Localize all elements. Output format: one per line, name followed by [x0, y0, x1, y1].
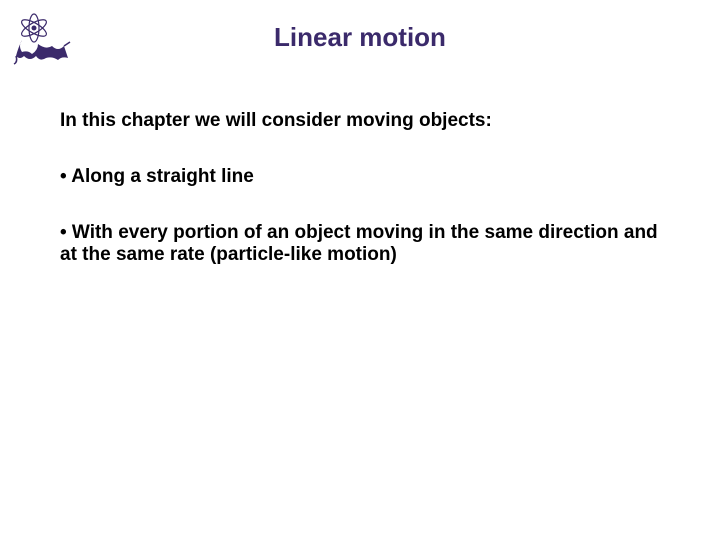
- slide-body: In this chapter we will consider moving …: [60, 110, 660, 300]
- bullet-item: • Along a straight line: [60, 166, 660, 188]
- bullet-item: • With every portion of an object moving…: [60, 222, 660, 266]
- slide-title: Linear motion: [0, 22, 720, 53]
- slide: Linear motion In this chapter we will co…: [0, 0, 720, 540]
- intro-text: In this chapter we will consider moving …: [60, 110, 660, 132]
